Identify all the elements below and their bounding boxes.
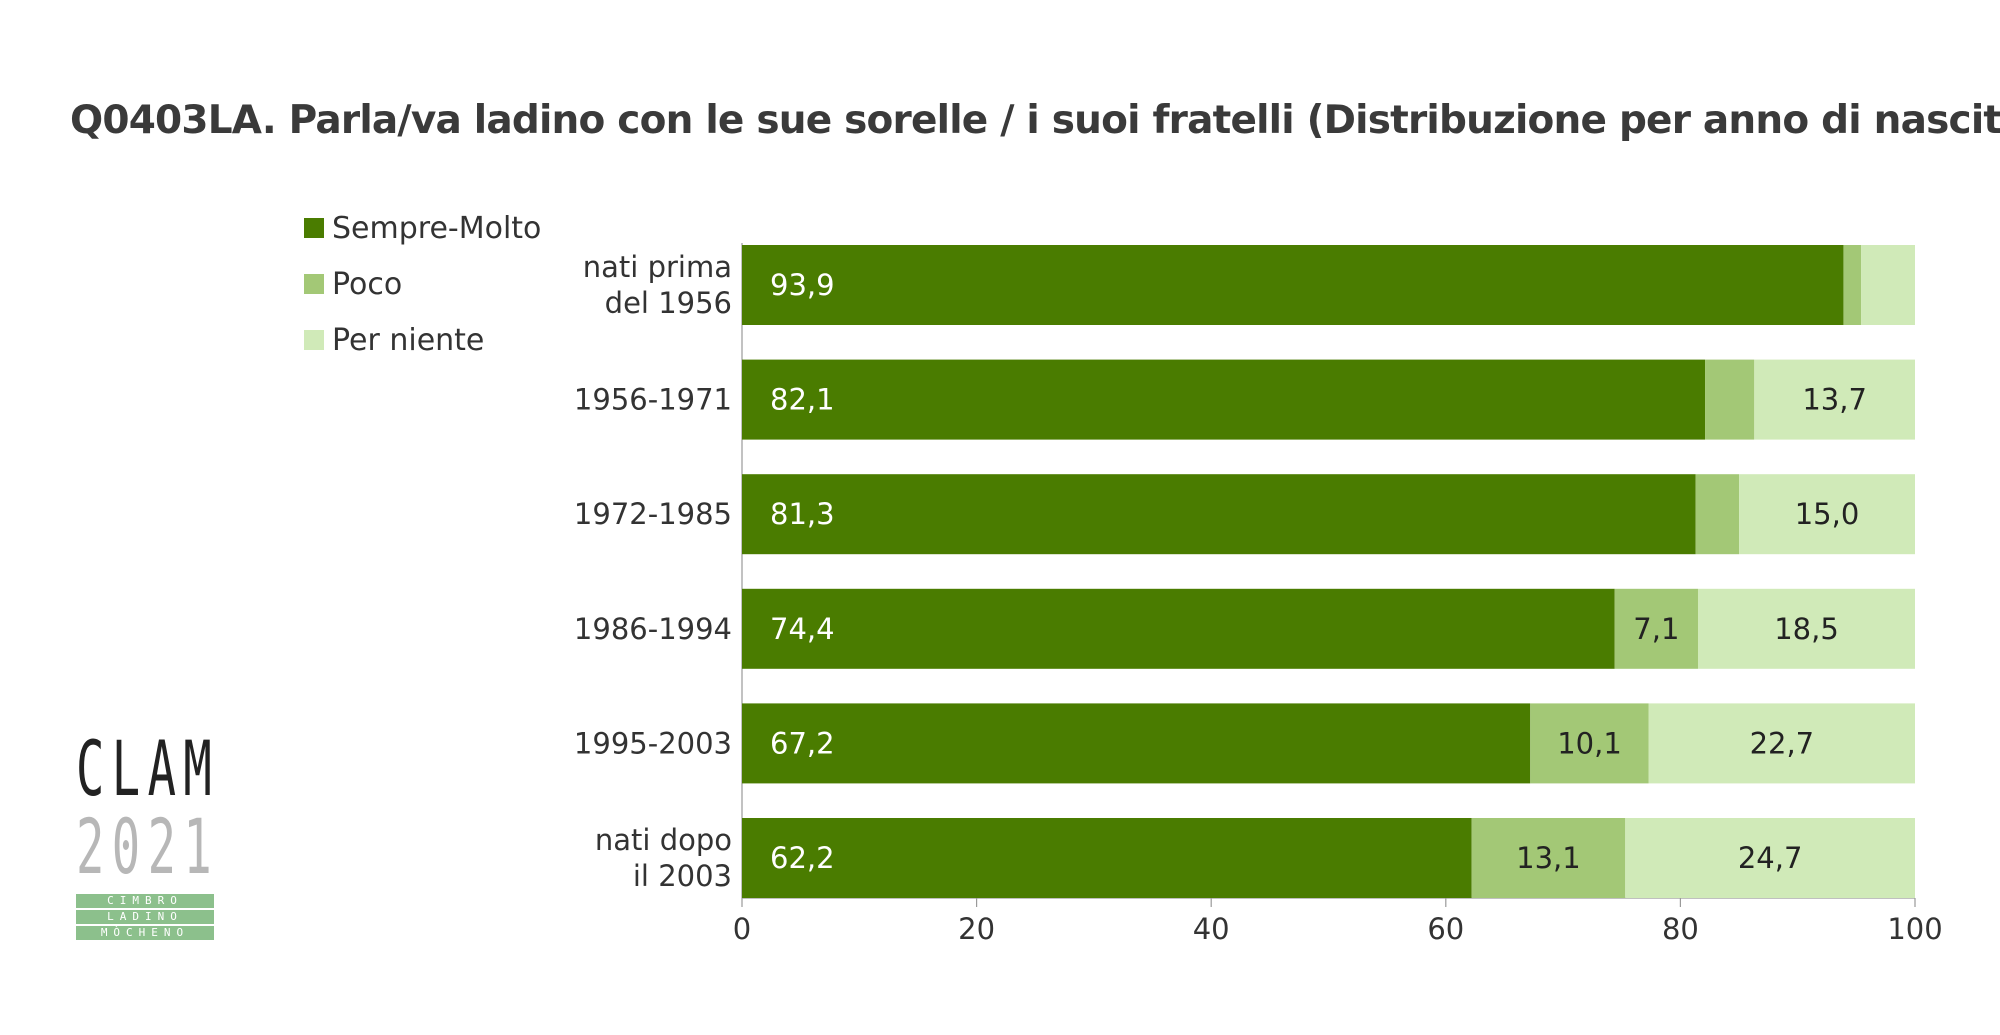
- bar-1-0: [742, 359, 1706, 440]
- data-label-4-2: 22,7: [1750, 726, 1815, 760]
- x-tick-label-1: 20: [958, 912, 995, 946]
- category-label-5-1: il 2003: [633, 859, 732, 893]
- category-label-5-0: nati dopo: [595, 823, 732, 857]
- data-label-5-2: 24,7: [1738, 841, 1803, 875]
- legend: Sempre-Molto Poco Per niente: [304, 200, 541, 368]
- data-label-5-0: 62,2: [770, 841, 835, 875]
- legend-swatch-per-niente: [304, 330, 324, 350]
- data-label-4-0: 67,2: [770, 726, 835, 760]
- data-label-1-2: 13,7: [1802, 383, 1867, 417]
- data-label-3-2: 18,5: [1774, 612, 1839, 646]
- data-label-3-0: 74,4: [770, 612, 835, 646]
- data-label-0-0: 93,9: [770, 268, 835, 302]
- bar-5-1: [1471, 818, 1626, 898]
- category-label-2-0: 1972-1985: [574, 497, 732, 531]
- legend-swatch-sempre-molto: [304, 218, 324, 238]
- x-tick-label-5: 100: [1887, 912, 1942, 946]
- logo-band-line-1: CIMBRO: [76, 894, 214, 908]
- legend-swatch-poco: [304, 274, 324, 294]
- bar-5-0: [742, 818, 1472, 898]
- bar-0-0: [742, 245, 1844, 325]
- bar-4-0: [742, 703, 1531, 784]
- logo-text-clam: CLAM: [76, 724, 220, 813]
- logo-band-line-2: LADINO: [76, 910, 214, 924]
- category-label-0-1: del 1956: [605, 286, 732, 320]
- bar-2-2: [1739, 474, 1915, 555]
- bar-0-2: [1861, 245, 1915, 325]
- logo-text-year: 2021: [76, 802, 220, 891]
- x-tick-label-4: 80: [1662, 912, 1699, 946]
- clam-logo: CLAM 2021 CIMBRO LADINO MÒCHENO: [76, 730, 216, 940]
- bar-2-0: [742, 474, 1696, 555]
- legend-item-poco: Poco: [304, 256, 541, 312]
- legend-label-sempre-molto: Sempre-Molto: [332, 210, 542, 246]
- category-label-1-0: 1956-1971: [574, 383, 732, 417]
- bar-2-1: [1695, 474, 1740, 555]
- x-tick-label-2: 40: [1193, 912, 1230, 946]
- data-label-1-0: 82,1: [770, 383, 835, 417]
- bar-4-1: [1530, 703, 1649, 784]
- data-label-2-0: 81,3: [770, 497, 835, 531]
- legend-item-sempre-molto: Sempre-Molto: [304, 200, 541, 256]
- bar-3-0: [742, 588, 1615, 669]
- data-label-5-1: 13,1: [1516, 841, 1581, 875]
- legend-item-per-niente: Per niente: [304, 312, 541, 368]
- bar-3-1: [1614, 588, 1698, 669]
- data-label-3-1: 7,1: [1633, 612, 1679, 646]
- bar-5-2: [1625, 818, 1915, 898]
- x-tick-label-3: 60: [1427, 912, 1464, 946]
- bar-3-2: [1697, 588, 1915, 669]
- category-label-0-0: nati prima: [583, 250, 732, 284]
- chart-title: Q0403LA. Parla/va ladino con le sue sore…: [70, 98, 2000, 143]
- logo-band: CIMBRO LADINO MÒCHENO: [76, 894, 214, 940]
- category-label-3-0: 1986-1994: [574, 612, 732, 646]
- data-label-4-1: 10,1: [1557, 726, 1622, 760]
- x-tick-label-0: 0: [733, 912, 751, 946]
- bar-1-1: [1705, 359, 1755, 440]
- legend-label-poco: Poco: [332, 266, 403, 302]
- legend-label-per-niente: Per niente: [332, 322, 485, 358]
- bar-1-2: [1754, 359, 1915, 440]
- logo-band-line-3: MÒCHENO: [76, 926, 214, 940]
- data-label-2-2: 15,0: [1795, 497, 1860, 531]
- category-label-4-0: 1995-2003: [574, 726, 732, 760]
- bar-0-1: [1843, 245, 1862, 325]
- bar-4-2: [1648, 703, 1915, 784]
